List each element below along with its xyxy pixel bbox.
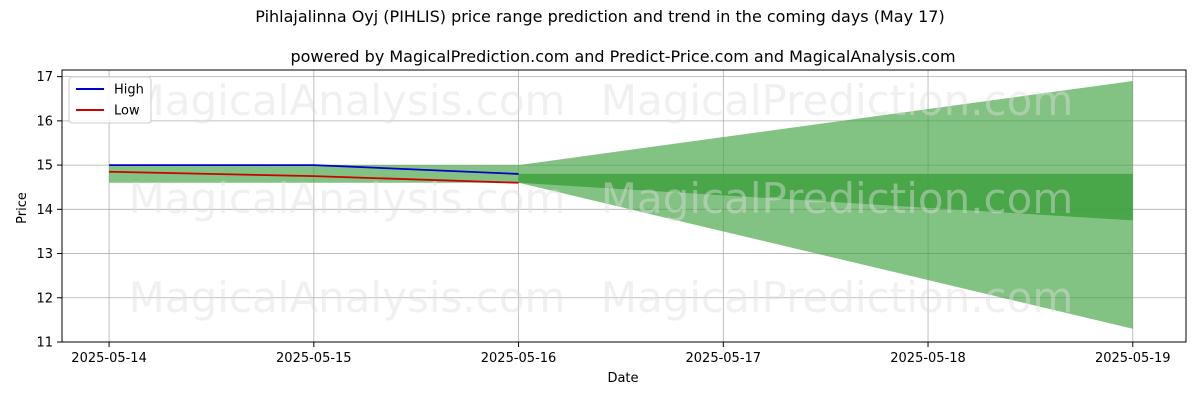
watermarks: MagicalAnalysis.com MagicalPrediction.com… [129, 76, 1074, 322]
x-axis-ticks: 2025-05-14 2025-05-15 2025-05-16 2025-05-17… [71, 342, 1171, 366]
watermark-magicalprediction: MagicalPrediction.com [601, 76, 1074, 125]
x-tick-label: 2025-05-18 [890, 351, 966, 366]
x-axis-label: Date [607, 371, 638, 386]
prediction-band-3 [518, 173, 1133, 221]
x-tick-label: 2025-05-14 [71, 351, 147, 366]
legend-label-high: High [114, 83, 144, 98]
y-tick-label: 15 [36, 159, 53, 174]
watermark-magicalprediction: MagicalPrediction.com [601, 174, 1074, 223]
legend-label-low: Low [114, 104, 140, 119]
series-lines [109, 164, 519, 184]
y-tick-label: 12 [36, 291, 53, 306]
y-tick-label: 16 [36, 114, 53, 129]
x-tick-label: 2025-05-19 [1095, 351, 1171, 366]
watermark-magicalanalysis: MagicalAnalysis.com [129, 273, 566, 322]
chart-title: Pihlajalinna Oyj (PIHLIS) price range pr… [255, 7, 944, 26]
plot-frame [61, 69, 1187, 343]
watermark-magicalanalysis: MagicalAnalysis.com [129, 76, 566, 125]
x-tick-label: 2025-05-15 [276, 351, 352, 366]
x-tick-label: 2025-05-17 [686, 351, 762, 366]
y-tick-label: 14 [36, 203, 53, 218]
y-axis-ticks: 11 12 13 14 15 16 17 [36, 70, 62, 351]
series-line-high [109, 164, 519, 175]
y-tick-label: 13 [36, 247, 53, 262]
y-tick-label: 17 [36, 70, 53, 85]
series-line-low [109, 170, 519, 184]
y-tick-label: 11 [36, 336, 53, 351]
x-tick-label: 2025-05-16 [481, 351, 557, 366]
legend: High Low [68, 76, 152, 124]
prediction-band-2 [518, 81, 1133, 329]
y-axis-label: Price [15, 192, 30, 224]
chart-subtitle: powered by MagicalPrediction.com and Pre… [290, 47, 955, 66]
watermark-magicalprediction: MagicalPrediction.com [601, 273, 1074, 322]
